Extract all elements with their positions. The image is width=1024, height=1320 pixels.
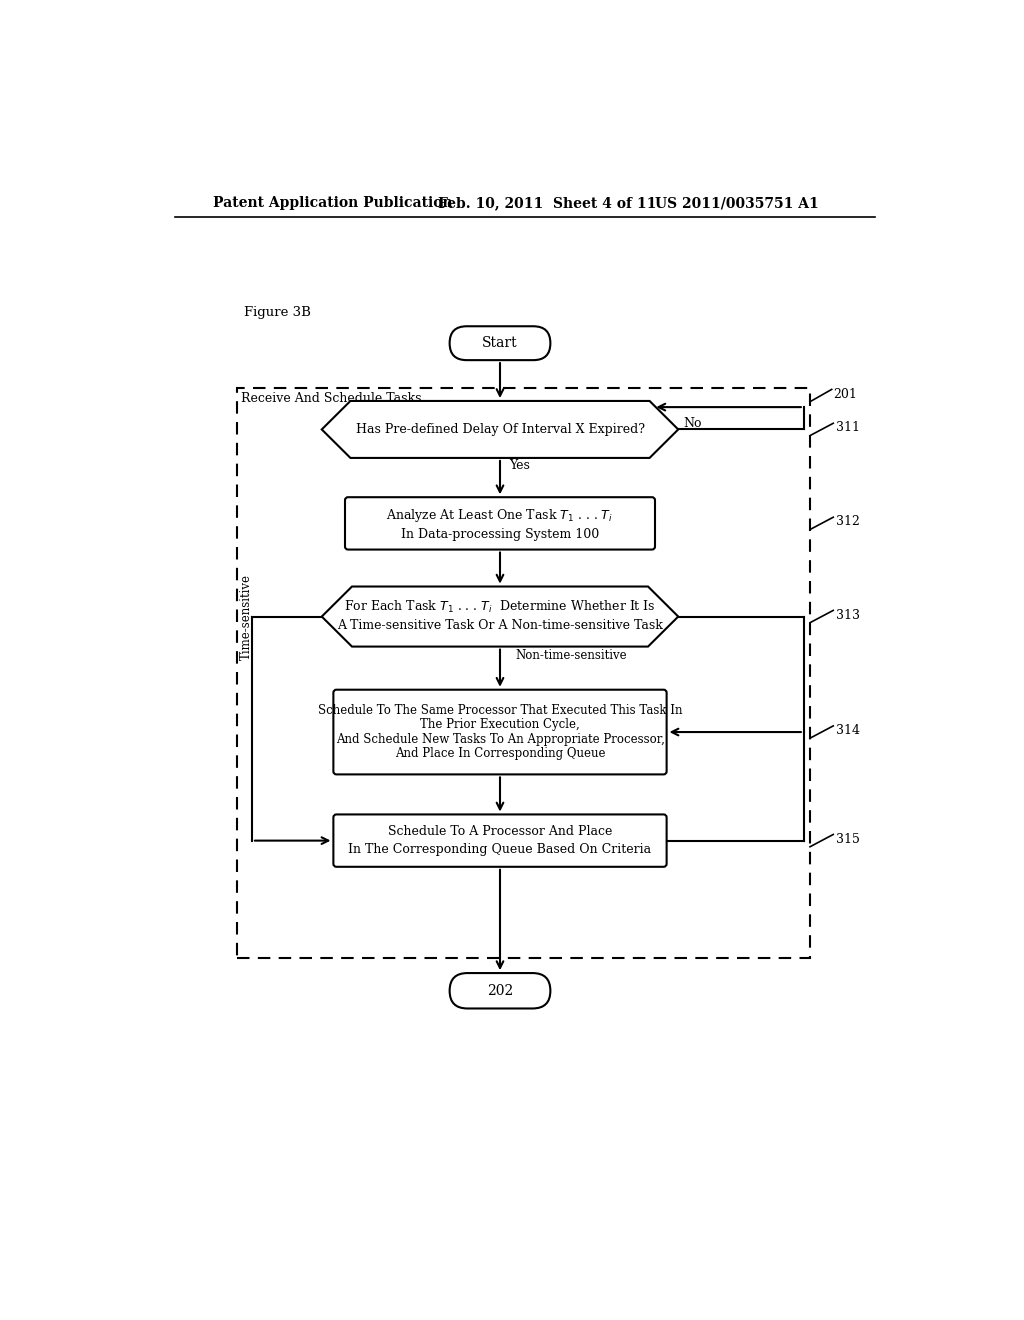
Text: In The Corresponding Queue Based On Criteria: In The Corresponding Queue Based On Crit… xyxy=(348,843,651,857)
Text: Schedule To The Same Processor That Executed This Task In: Schedule To The Same Processor That Exec… xyxy=(317,704,682,717)
Text: Non-time-sensitive: Non-time-sensitive xyxy=(515,649,627,663)
Text: 312: 312 xyxy=(836,515,859,528)
Text: 311: 311 xyxy=(836,421,859,434)
FancyBboxPatch shape xyxy=(334,814,667,867)
Text: Schedule To A Processor And Place: Schedule To A Processor And Place xyxy=(388,825,612,838)
Text: 315: 315 xyxy=(836,833,859,846)
Polygon shape xyxy=(322,401,678,458)
Text: Has Pre-defined Delay Of Interval X Expired?: Has Pre-defined Delay Of Interval X Expi… xyxy=(355,422,644,436)
Text: 202: 202 xyxy=(486,983,513,998)
Text: Figure 3B: Figure 3B xyxy=(245,306,311,319)
Text: US 2011/0035751 A1: US 2011/0035751 A1 xyxy=(655,197,819,210)
Text: A Time-sensitive Task Or A Non-time-sensitive Task: A Time-sensitive Task Or A Non-time-sens… xyxy=(337,619,663,632)
Text: 314: 314 xyxy=(836,723,859,737)
Text: Yes: Yes xyxy=(509,459,530,473)
Bar xyxy=(237,388,810,958)
Text: Receive And Schedule Tasks: Receive And Schedule Tasks xyxy=(241,392,422,405)
Text: Start: Start xyxy=(482,337,518,350)
Text: 201: 201 xyxy=(834,388,857,400)
FancyBboxPatch shape xyxy=(345,498,655,549)
Text: Analyze At Least One Task $T_1$ . . . $T_i$: Analyze At Least One Task $T_1$ . . . $T… xyxy=(386,507,613,524)
FancyBboxPatch shape xyxy=(334,689,667,775)
Text: Feb. 10, 2011  Sheet 4 of 11: Feb. 10, 2011 Sheet 4 of 11 xyxy=(438,197,656,210)
Text: Patent Application Publication: Patent Application Publication xyxy=(213,197,453,210)
Polygon shape xyxy=(322,586,678,647)
Text: Time-sensitive: Time-sensitive xyxy=(240,574,253,660)
Text: No: No xyxy=(683,417,701,430)
Text: The Prior Execution Cycle,: The Prior Execution Cycle, xyxy=(420,718,580,731)
Text: In Data-processing System 100: In Data-processing System 100 xyxy=(400,528,599,541)
FancyBboxPatch shape xyxy=(450,973,550,1008)
Text: And Schedule New Tasks To An Appropriate Processor,: And Schedule New Tasks To An Appropriate… xyxy=(336,733,665,746)
Text: And Place In Corresponding Queue: And Place In Corresponding Queue xyxy=(394,747,605,760)
Text: 313: 313 xyxy=(836,609,859,622)
FancyBboxPatch shape xyxy=(450,326,550,360)
Text: For Each Task $T_1$ . . . $T_i$  Determine Whether It Is: For Each Task $T_1$ . . . $T_i$ Determin… xyxy=(344,599,655,615)
